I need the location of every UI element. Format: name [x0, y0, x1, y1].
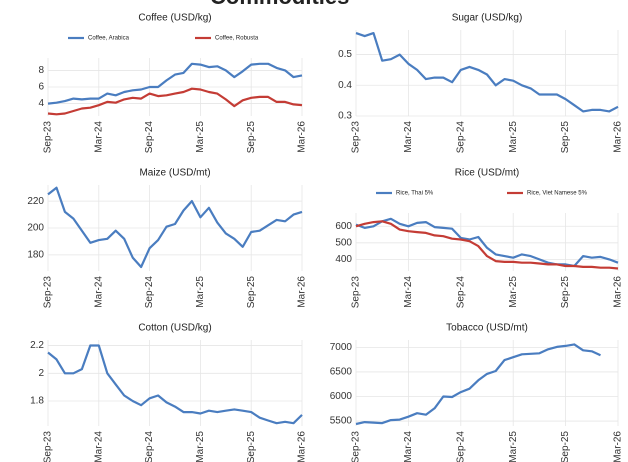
y-tick-label: 500 [335, 237, 352, 248]
x-tick-label: Mar-26 [613, 431, 624, 462]
x-tick-label: Mar-26 [297, 121, 308, 153]
legend-label: Coffee, Robusta [215, 36, 259, 42]
legend-label: Rice, Thai 5% [396, 191, 434, 197]
page-title: Commodities [210, 0, 349, 9]
x-tick-label: Sep-24 [455, 276, 466, 309]
legend-label: Rice, Viet Namese 5% [527, 191, 588, 197]
x-tick-label: Sep-23 [351, 431, 362, 462]
y-tick-label: 2.2 [30, 340, 44, 351]
y-tick-label: 6000 [330, 391, 353, 402]
x-tick-label: Mar-26 [297, 431, 308, 462]
y-tick-label: 2 [38, 368, 44, 379]
x-tick-label: Sep-24 [144, 276, 155, 309]
y-tick-label: 400 [335, 254, 352, 265]
chart-title: Sugar (USD/kg) [452, 13, 523, 24]
x-tick-label: Sep-24 [144, 431, 155, 462]
x-tick-label: Mar-24 [403, 276, 414, 308]
chart-title: Maize (USD/mt) [139, 168, 210, 179]
x-tick-label: Mar-25 [508, 276, 519, 308]
x-tick-label: Sep-25 [560, 276, 571, 309]
x-tick-label: Sep-24 [455, 121, 466, 154]
series-line [47, 186, 303, 269]
x-tick-label: Sep-23 [351, 121, 362, 154]
y-tick-label: 220 [27, 196, 44, 207]
chart-title: Coffee (USD/kg) [138, 13, 211, 24]
x-tick-label: Mar-25 [195, 431, 206, 462]
series-line [355, 32, 619, 113]
x-tick-label: Mar-26 [297, 276, 308, 308]
y-tick-label: 180 [27, 250, 44, 261]
x-tick-label: Mar-24 [403, 431, 414, 462]
y-tick-label: 1.8 [30, 396, 44, 407]
y-tick-label: 7000 [330, 342, 353, 353]
y-tick-label: 6 [38, 82, 44, 93]
series-line [47, 62, 303, 105]
x-tick-label: Mar-25 [508, 121, 519, 153]
x-tick-label: Sep-23 [351, 276, 362, 309]
series-line [47, 87, 303, 116]
x-tick-label: Sep-23 [43, 121, 54, 154]
x-tick-label: Mar-25 [195, 276, 206, 308]
y-tick-label: 6500 [330, 367, 353, 378]
x-tick-label: Mar-24 [93, 431, 104, 462]
x-tick-label: Mar-24 [93, 276, 104, 308]
x-tick-label: Mar-25 [195, 121, 206, 153]
x-tick-label: Sep-23 [43, 431, 54, 462]
x-tick-label: Sep-23 [43, 276, 54, 309]
y-tick-label: 600 [335, 221, 352, 232]
x-tick-label: Sep-25 [560, 431, 571, 462]
chart-title: Cotton (USD/kg) [138, 323, 211, 334]
y-tick-label: 200 [27, 223, 44, 234]
y-tick-label: 5500 [330, 416, 353, 427]
y-tick-label: 4 [38, 98, 44, 109]
y-tick-label: 0.4 [338, 80, 352, 91]
chart-title: Tobacco (USD/mt) [446, 323, 528, 334]
x-tick-label: Mar-26 [613, 121, 624, 153]
y-tick-label: 0.3 [338, 111, 352, 122]
x-tick-label: Sep-25 [246, 431, 257, 462]
x-tick-label: Sep-25 [246, 276, 257, 309]
x-tick-label: Mar-24 [403, 121, 414, 153]
x-tick-label: Sep-25 [560, 121, 571, 154]
x-tick-label: Sep-25 [246, 121, 257, 154]
series-line [47, 344, 303, 425]
x-tick-label: Mar-25 [508, 431, 519, 462]
series-line [355, 220, 619, 270]
legend-label: Coffee, Arabica [88, 36, 130, 42]
x-tick-label: Mar-26 [613, 276, 624, 308]
chart-title: Rice (USD/mt) [455, 168, 519, 179]
y-tick-label: 8 [38, 65, 44, 76]
x-tick-label: Sep-24 [144, 121, 155, 154]
series-line [355, 343, 601, 426]
x-tick-label: Mar-24 [93, 121, 104, 153]
y-tick-label: 0.5 [338, 49, 352, 60]
x-tick-label: Sep-24 [455, 431, 466, 462]
